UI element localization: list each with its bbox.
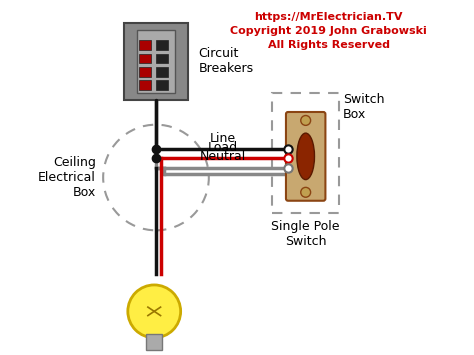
Bar [156, 54, 168, 64]
Bar [156, 40, 168, 50]
Circle shape [301, 187, 310, 197]
Ellipse shape [297, 133, 314, 180]
Bar [139, 54, 151, 64]
Text: Ceiling
Electrical
Box: Ceiling Electrical Box [38, 156, 96, 199]
Bar [139, 80, 151, 90]
Bar [156, 80, 168, 90]
Text: Neutral: Neutral [200, 151, 246, 163]
Bar [137, 29, 175, 93]
Text: Switch
Box: Switch Box [343, 93, 384, 121]
Bar [146, 334, 162, 350]
Bar [139, 40, 151, 50]
Circle shape [128, 285, 181, 338]
Text: https://MrElectrician.TV
Copyright 2019 John Grabowski
All Rights Reserved: https://MrElectrician.TV Copyright 2019 … [230, 12, 427, 50]
Bar [124, 22, 188, 100]
Text: Single Pole
Switch: Single Pole Switch [272, 220, 340, 248]
Text: Circuit
Breakers: Circuit Breakers [198, 47, 254, 75]
Bar [156, 67, 168, 77]
Text: Line: Line [210, 132, 236, 145]
Text: Load: Load [208, 141, 238, 154]
Bar [139, 67, 151, 77]
Circle shape [301, 115, 310, 125]
FancyBboxPatch shape [286, 112, 326, 201]
Bar [272, 93, 339, 213]
